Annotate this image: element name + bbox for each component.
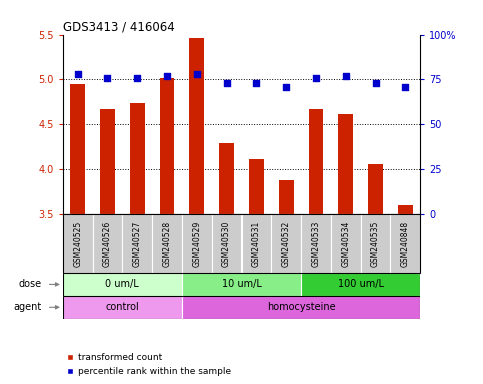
Text: GSM240529: GSM240529	[192, 220, 201, 267]
Text: GSM240530: GSM240530	[222, 220, 231, 267]
Point	[163, 73, 171, 79]
Bar	[212, 214, 242, 273]
Point	[342, 73, 350, 79]
Bar	[301, 273, 420, 296]
Point	[253, 80, 260, 86]
Text: GSM240527: GSM240527	[133, 220, 142, 267]
Bar	[130, 103, 145, 214]
Bar	[338, 114, 353, 214]
Text: dose: dose	[18, 280, 42, 290]
Bar	[219, 143, 234, 214]
Point	[104, 74, 112, 81]
Bar	[182, 296, 420, 319]
Bar	[398, 205, 413, 214]
Text: 10 um/L: 10 um/L	[222, 280, 261, 290]
Text: GSM240848: GSM240848	[401, 220, 410, 266]
Point	[133, 74, 141, 81]
Text: control: control	[105, 302, 139, 312]
Bar	[182, 214, 212, 273]
Point	[312, 74, 320, 81]
Point	[193, 71, 201, 77]
Bar	[189, 38, 204, 214]
Bar	[63, 273, 182, 296]
Bar	[93, 214, 122, 273]
Bar	[331, 214, 361, 273]
Bar	[182, 273, 301, 296]
Bar	[242, 214, 271, 273]
Text: GSM240526: GSM240526	[103, 220, 112, 267]
Bar	[361, 214, 390, 273]
Bar	[390, 214, 420, 273]
Bar	[63, 214, 93, 273]
Bar	[159, 78, 174, 214]
Text: GSM240532: GSM240532	[282, 220, 291, 267]
Bar	[122, 214, 152, 273]
Bar	[63, 296, 182, 319]
Text: GSM240528: GSM240528	[163, 220, 171, 266]
Point	[401, 84, 409, 90]
Point	[223, 80, 230, 86]
Bar	[368, 164, 383, 214]
Bar	[301, 214, 331, 273]
Bar	[279, 180, 294, 214]
Point	[74, 71, 82, 77]
Point	[372, 80, 380, 86]
Bar	[249, 159, 264, 214]
Bar	[70, 84, 85, 214]
Text: homocysteine: homocysteine	[267, 302, 335, 312]
Text: 0 um/L: 0 um/L	[105, 280, 139, 290]
Text: GSM240531: GSM240531	[252, 220, 261, 267]
Bar	[152, 214, 182, 273]
Text: 100 um/L: 100 um/L	[338, 280, 384, 290]
Text: GSM240533: GSM240533	[312, 220, 320, 267]
Bar	[271, 214, 301, 273]
Text: GDS3413 / 416064: GDS3413 / 416064	[63, 20, 174, 33]
Text: GSM240525: GSM240525	[73, 220, 82, 267]
Legend: transformed count, percentile rank within the sample: transformed count, percentile rank withi…	[62, 350, 235, 379]
Text: agent: agent	[13, 302, 42, 312]
Bar	[100, 109, 115, 214]
Text: GSM240535: GSM240535	[371, 220, 380, 267]
Text: GSM240534: GSM240534	[341, 220, 350, 267]
Point	[282, 84, 290, 90]
Bar	[309, 109, 324, 214]
